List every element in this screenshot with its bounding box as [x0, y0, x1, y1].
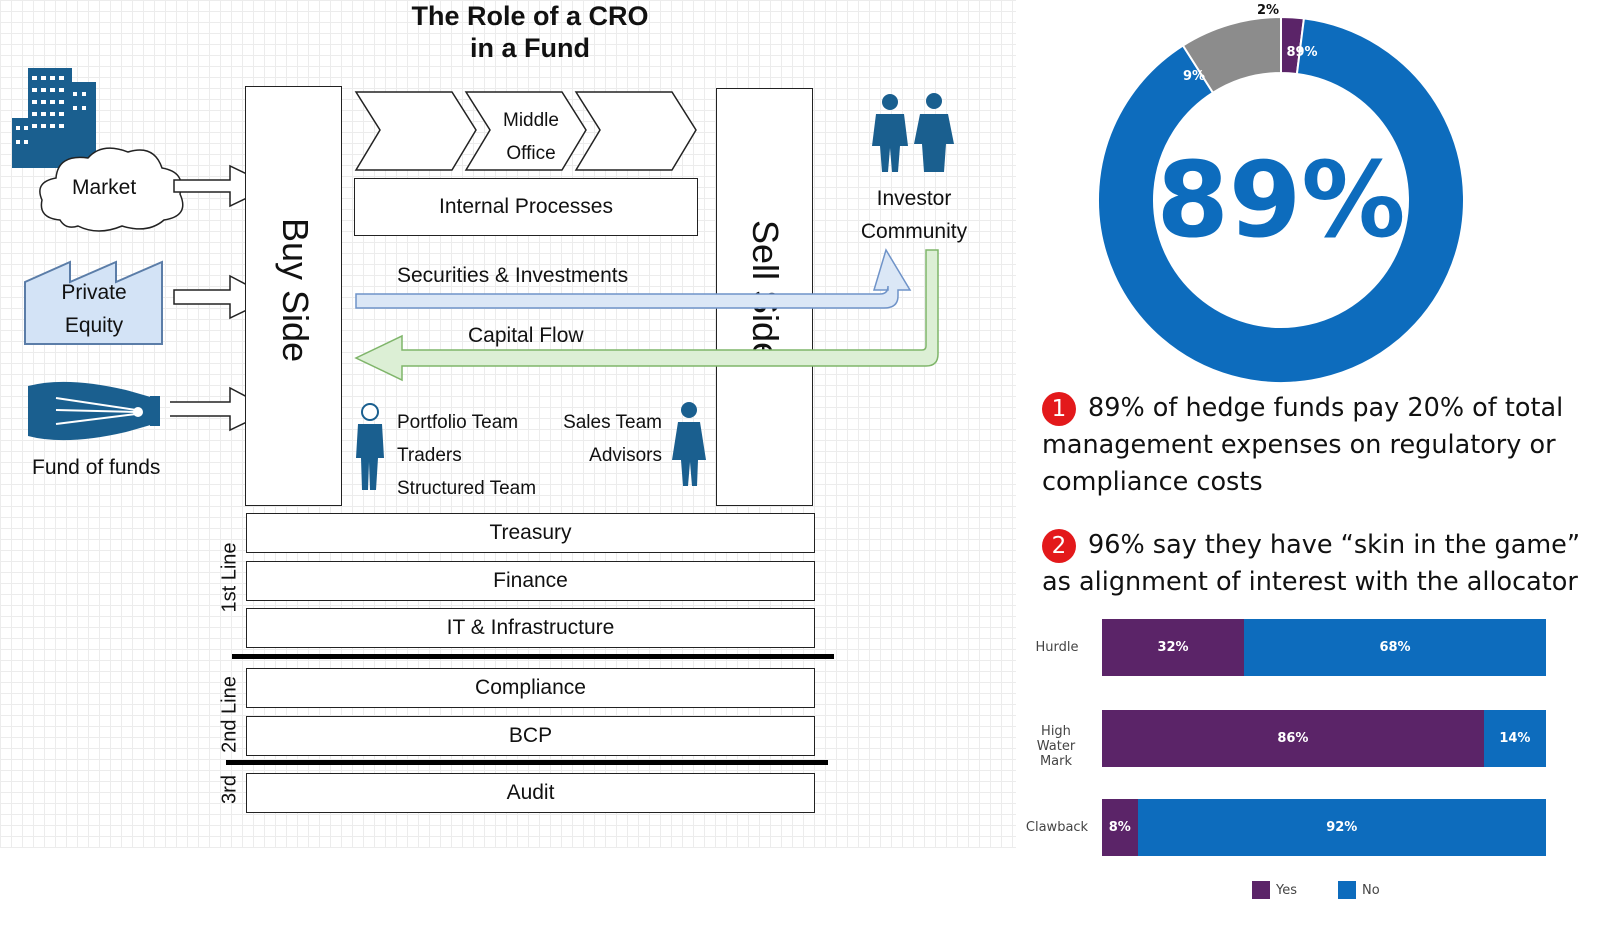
building-icon	[12, 68, 96, 168]
bar-segment: 14%	[1483, 710, 1546, 767]
fund-of-funds-icon	[28, 381, 160, 441]
bar-segment: 32%	[1102, 619, 1245, 676]
buy-team-item: Structured Team	[397, 478, 537, 499]
bar-segment: 86%	[1102, 710, 1484, 767]
compliance-box: Compliance	[246, 668, 815, 708]
factory-icon	[24, 260, 163, 345]
buy-team-item: Traders	[397, 445, 462, 466]
capital-flow-label: Capital Flow	[468, 324, 584, 347]
donut-slice-label: 2%	[1257, 3, 1279, 18]
internal-processes-box: Internal Processes	[354, 178, 698, 236]
investor-line-2: Community	[860, 220, 968, 243]
legend-no-swatch	[1338, 881, 1356, 899]
buy-side-box	[245, 86, 342, 506]
fact-2-number-badge: 2	[1042, 529, 1076, 563]
fact-2-text: 96% say they have “skin in the game” as …	[1042, 530, 1581, 597]
legend-yes: Yes	[1252, 881, 1297, 899]
middle-office-label: Middle Office	[490, 104, 572, 170]
investor-line-1: Investor	[876, 187, 952, 210]
middle-office-chevrons	[354, 91, 697, 171]
title-line-1: The Role of a CRO	[411, 1, 649, 31]
line-divider-2	[226, 760, 828, 765]
treasury-box: Treasury	[246, 513, 815, 553]
investor-people-icon	[872, 93, 954, 172]
flow-arrows	[354, 248, 939, 382]
legend-no: No	[1338, 881, 1380, 899]
bar-segment: 68%	[1244, 619, 1546, 676]
sell-side-label: Sell Side	[745, 220, 786, 363]
title-line-2: in a Fund	[470, 33, 590, 63]
finance-box: Finance	[246, 561, 815, 601]
bar-category-label: High Water Mark	[1036, 723, 1076, 769]
bar-category-label: Hurdle	[1035, 640, 1079, 655]
legend-yes-label: Yes	[1276, 882, 1297, 898]
buy-team-item: Portfolio Team	[397, 412, 519, 433]
donut-slice-label: 9%	[1183, 69, 1205, 84]
bcp-box: BCP	[246, 716, 815, 756]
portfolio-person-icon	[356, 403, 384, 490]
bar-segment: 92%	[1137, 799, 1546, 856]
middle-office-line-1: Middle	[503, 110, 559, 131]
diagram-title: The Role of a CRO in a Fund	[370, 0, 690, 64]
third-line-label: 3rd	[218, 775, 241, 804]
donut-slice-label: 89%	[1286, 45, 1317, 60]
fact-1-text: 89% of hedge funds pay 20% of total mana…	[1042, 393, 1564, 497]
bar-segment: 8%	[1102, 799, 1138, 856]
cloud-icon	[39, 147, 184, 232]
bar-category-label: Clawback	[1025, 820, 1089, 835]
middle-office-line-2: Office	[506, 143, 556, 164]
pe-line-2: Equity	[64, 314, 124, 337]
private-equity-label: Private Equity	[54, 276, 134, 342]
sell-team-item: Sales Team	[563, 412, 662, 433]
donut-slice	[1097, 17, 1465, 384]
second-line-label: 2nd Line	[218, 676, 241, 753]
audit-box: Audit	[246, 773, 815, 813]
fact-1-number-badge: 1	[1042, 392, 1076, 426]
sell-teams-list: Sales Team Advisors	[544, 406, 662, 472]
donut-center-value: 89%	[1157, 139, 1406, 261]
donut-chart: 89% 9% 2% 89%	[1097, 3, 1465, 384]
legend-no-label: No	[1362, 882, 1380, 898]
market-label: Market	[72, 176, 137, 199]
cro-diagram: The Role of a CRO in a Fund Market Priva…	[0, 0, 1016, 848]
first-line-label: 1st Line	[218, 542, 241, 613]
donut-slice	[1181, 15, 1282, 95]
investor-community-label: Investor Community	[852, 182, 976, 248]
buy-side-label: Buy Side	[275, 218, 316, 363]
legend-yes-swatch	[1252, 881, 1270, 899]
sell-team-item: Advisors	[589, 445, 662, 466]
sales-person-icon	[672, 402, 706, 486]
line-divider-1	[232, 654, 834, 659]
buy-teams-list: Portfolio Team Traders Structured Team	[397, 406, 536, 505]
fact-2: 2 96% say they have “skin in the game” as…	[1042, 527, 1598, 601]
securities-flow-label: Securities & Investments	[397, 264, 629, 287]
pe-line-1: Private	[61, 281, 127, 304]
fact-1: 1 89% of hedge funds pay 20% of total man…	[1042, 390, 1590, 501]
it-infrastructure-box: IT & Infrastructure	[246, 608, 815, 648]
fund-of-funds-label: Fund of funds	[32, 456, 161, 479]
stats-panel: 89% 9% 2% 89% 1 89% of hedge funds pay 20% o…	[1016, 0, 1600, 928]
